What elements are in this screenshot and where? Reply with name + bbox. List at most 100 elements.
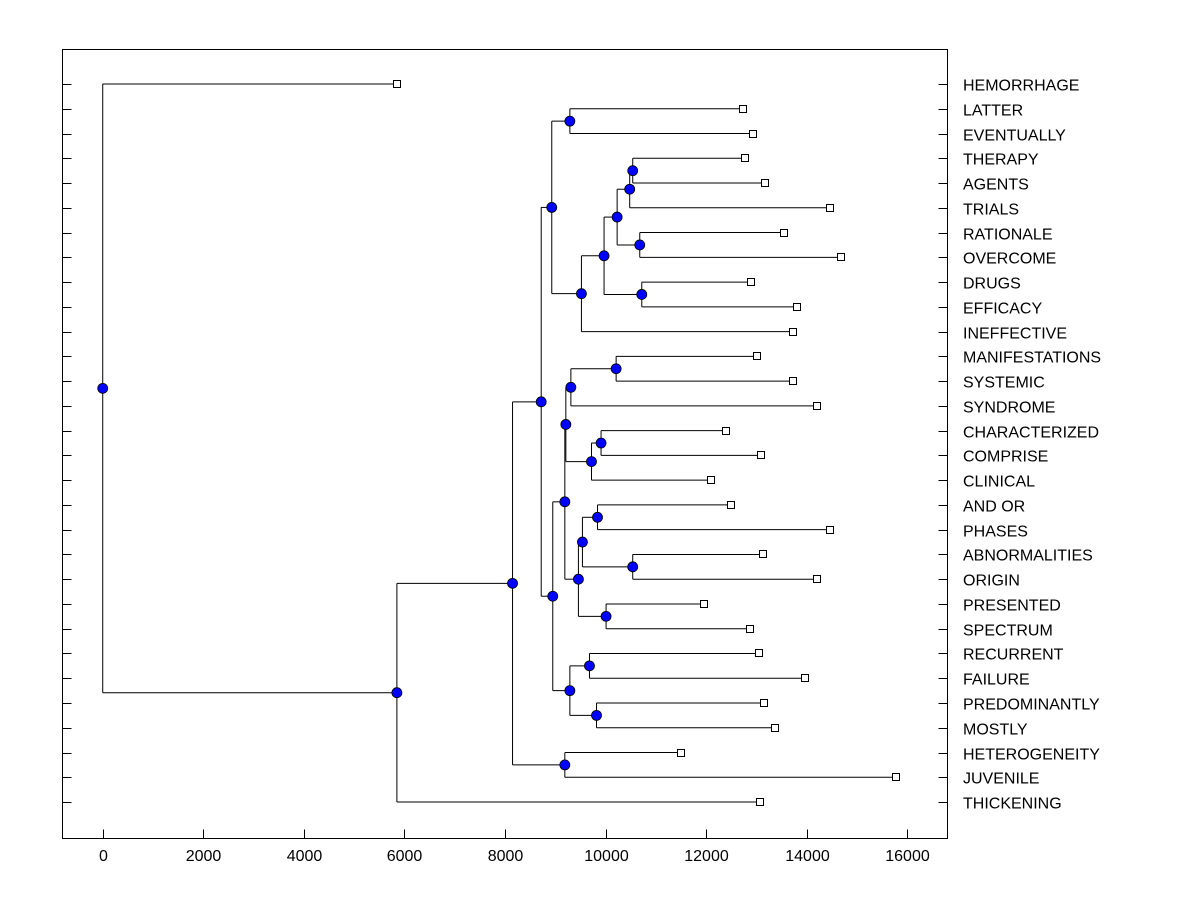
leaf-label: LATTER bbox=[963, 103, 1023, 120]
merge-node bbox=[624, 183, 636, 195]
leaf-label: RATIONALE bbox=[963, 227, 1053, 244]
leaf-label: OVERCOME bbox=[963, 251, 1056, 268]
merge-node bbox=[584, 660, 595, 672]
leaf-label: ABNORMALITIES bbox=[963, 548, 1093, 565]
leaf-marker bbox=[813, 402, 821, 410]
leaf-label: ORIGIN bbox=[963, 573, 1020, 590]
plot-frame bbox=[62, 49, 948, 839]
leaf-marker bbox=[741, 154, 749, 162]
merge-node bbox=[600, 610, 612, 622]
leaf-label: THERAPY bbox=[963, 152, 1039, 169]
leaf-label: DRUGS bbox=[963, 276, 1021, 293]
x-tick-label: 14000 bbox=[785, 848, 830, 865]
x-tick-label: 8000 bbox=[488, 848, 524, 865]
leaf-marker bbox=[793, 303, 801, 311]
merge-node bbox=[591, 709, 602, 721]
leaf-marker bbox=[780, 229, 788, 237]
leaf-marker bbox=[826, 204, 834, 212]
leaf-label: EFFICACY bbox=[963, 301, 1042, 318]
leaf-marker bbox=[749, 130, 757, 138]
leaf-marker bbox=[722, 427, 730, 435]
leaf-marker bbox=[756, 798, 764, 806]
leaf-marker bbox=[813, 575, 821, 583]
merge-node bbox=[610, 363, 622, 375]
leaf-marker bbox=[757, 451, 765, 459]
leaf-label: SPECTRUM bbox=[963, 623, 1053, 640]
merge-node bbox=[535, 396, 547, 408]
leaf-marker bbox=[677, 749, 685, 757]
merge-node bbox=[391, 687, 403, 699]
merge-node bbox=[586, 456, 597, 467]
merge-node bbox=[559, 496, 571, 508]
merge-node bbox=[595, 437, 607, 449]
merge-node bbox=[97, 382, 109, 394]
leaf-marker bbox=[761, 179, 769, 187]
merge-node bbox=[546, 202, 558, 213]
merge-node bbox=[564, 115, 576, 127]
leaf-label: HEMORRHAGE bbox=[963, 78, 1079, 95]
merge-node bbox=[564, 685, 576, 697]
leaf-label: MANIFESTATIONS bbox=[963, 350, 1101, 367]
leaf-label: MOSTLY bbox=[963, 722, 1028, 739]
leaf-label: FAILURE bbox=[963, 672, 1030, 689]
merge-node bbox=[559, 759, 571, 771]
leaf-label: CHARACTERIZED bbox=[963, 425, 1099, 442]
leaf-marker bbox=[837, 253, 845, 261]
merge-node bbox=[547, 590, 559, 602]
merge-node bbox=[636, 289, 648, 300]
leaf-marker bbox=[739, 105, 747, 113]
merge-node bbox=[592, 511, 603, 523]
leaf-label: TRIALS bbox=[963, 202, 1019, 219]
leaf-label: PHASES bbox=[963, 524, 1028, 541]
leaf-label: EVENTUALLY bbox=[963, 128, 1066, 145]
leaf-marker bbox=[753, 352, 761, 360]
leaf-label: JUVENILE bbox=[963, 771, 1039, 788]
merge-node bbox=[507, 577, 518, 589]
leaf-label: PRESENTED bbox=[963, 598, 1061, 615]
merge-node bbox=[577, 536, 588, 548]
leaf-marker bbox=[760, 699, 768, 707]
leaf-marker bbox=[747, 278, 755, 286]
leaf-label: RECURRENT bbox=[963, 647, 1064, 664]
leaf-label: CLINICAL bbox=[963, 474, 1035, 491]
leaf-label: THICKENING bbox=[963, 796, 1062, 813]
x-tick-label: 16000 bbox=[885, 848, 930, 865]
leaf-marker bbox=[759, 550, 767, 558]
merge-node bbox=[560, 419, 572, 430]
leaf-label: AND OR bbox=[963, 499, 1025, 516]
x-tick-label: 4000 bbox=[287, 848, 323, 865]
leaf-label: INEFFECTIVE bbox=[963, 326, 1067, 343]
leaf-marker bbox=[700, 600, 708, 608]
x-tick-label: 6000 bbox=[387, 848, 423, 865]
x-tick-label: 2000 bbox=[186, 848, 222, 865]
leaf-label: COMPRISE bbox=[963, 449, 1048, 466]
leaf-label: HETEROGENEITY bbox=[963, 747, 1100, 764]
leaf-marker bbox=[755, 649, 763, 657]
leaf-marker bbox=[393, 80, 401, 88]
leaf-marker bbox=[801, 674, 809, 682]
leaf-label: PREDOMINANTLY bbox=[963, 697, 1100, 714]
leaf-marker bbox=[707, 476, 715, 484]
merge-node bbox=[573, 573, 584, 585]
x-tick-label: 0 bbox=[99, 848, 108, 865]
leaf-label: SYSTEMIC bbox=[963, 375, 1045, 392]
leaf-marker bbox=[892, 773, 900, 781]
x-tick-label: 12000 bbox=[684, 848, 729, 865]
merge-node bbox=[598, 250, 610, 262]
merge-node bbox=[565, 381, 577, 393]
leaf-marker bbox=[771, 724, 779, 732]
leaf-marker bbox=[826, 526, 834, 534]
merge-node bbox=[576, 288, 587, 300]
merge-node bbox=[634, 239, 646, 251]
leaf-marker bbox=[746, 625, 754, 633]
merge-node bbox=[627, 561, 639, 573]
leaf-marker bbox=[789, 377, 797, 385]
leaf-label: AGENTS bbox=[963, 177, 1029, 194]
leaf-label: SYNDROME bbox=[963, 400, 1055, 417]
leaf-marker bbox=[789, 328, 797, 336]
x-tick-label: 10000 bbox=[584, 848, 629, 865]
merge-node bbox=[627, 165, 639, 177]
leaf-marker bbox=[727, 501, 735, 509]
merge-node bbox=[611, 211, 623, 223]
